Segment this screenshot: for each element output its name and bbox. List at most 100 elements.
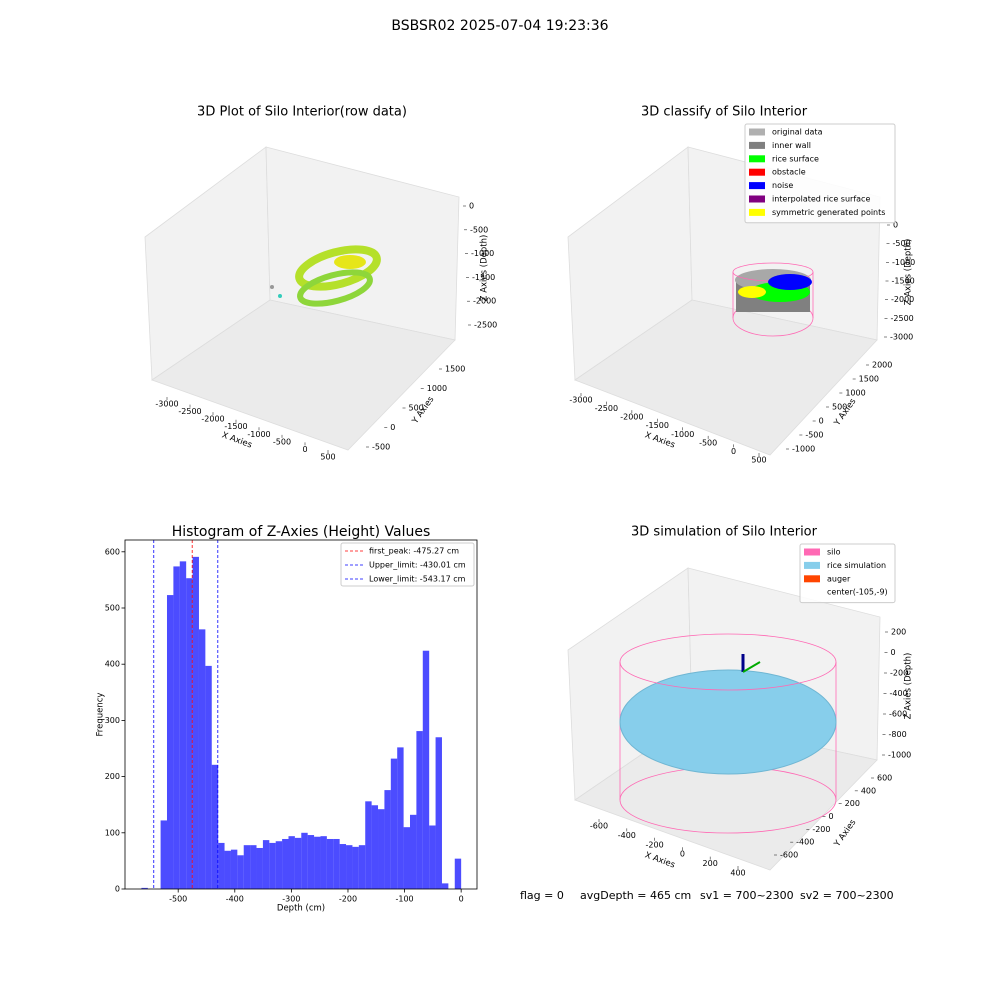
z-tick-label: -3000	[890, 333, 913, 342]
z-tick-label: -2500	[891, 314, 914, 323]
x-tick-label: -3000	[569, 396, 592, 405]
bar	[288, 836, 295, 889]
bar	[186, 578, 193, 889]
bar	[378, 809, 385, 889]
footer-avg-depth: avgDepth = 465 cm	[580, 889, 691, 902]
z-axis-label: Z Axies (Depth)	[904, 653, 914, 720]
x-tick-label: 500	[751, 456, 766, 465]
y-tick-label: 500	[832, 403, 847, 412]
x-tick-label: -200	[646, 840, 664, 849]
y-tick-label: 1000	[427, 384, 447, 393]
x-tick-label: -400	[226, 895, 244, 904]
bar	[230, 849, 238, 889]
legend-swatch	[749, 182, 765, 190]
x-tick-label: -200	[339, 895, 357, 904]
x-tick-label: -1500	[224, 422, 247, 431]
x-tick-label: -500	[699, 438, 717, 447]
y-tick-label: -500	[372, 443, 390, 452]
z-tick-label: -1500	[472, 273, 495, 282]
bar	[435, 737, 442, 889]
x-tick-label: -400	[618, 831, 636, 840]
footer-flag: flag = 0	[520, 889, 564, 902]
x-tick-label: 0	[302, 445, 307, 454]
bar	[205, 665, 212, 889]
x-tick-label: -1500	[646, 421, 669, 430]
y-tick-label: 200	[845, 799, 860, 808]
z-tick-label: 0	[891, 648, 896, 657]
bar	[301, 832, 308, 889]
legend-label: symmetric generated points	[772, 208, 885, 217]
chart-title: Histogram of Z-Axies (Height) Values	[172, 524, 431, 540]
x-tick-label: -3000	[155, 400, 178, 409]
legend-label: auger	[827, 574, 851, 583]
y-tick-label: 1500	[445, 365, 465, 374]
z-tick-label: -2500	[474, 321, 497, 330]
z-tick-label: -1000	[888, 751, 911, 760]
x-tick-label: -1000	[247, 430, 270, 439]
bar	[403, 827, 410, 889]
y-tick-label: 200	[105, 772, 120, 781]
bar	[390, 758, 398, 889]
bar	[211, 764, 219, 889]
z-tick-label: -2000	[473, 297, 496, 306]
bar	[422, 650, 430, 889]
y-axis-label: Y Axies	[832, 817, 859, 849]
y-axis-label: Frequency	[96, 693, 106, 737]
bar	[250, 845, 257, 889]
legend-label: noise	[772, 181, 793, 190]
legend-label: first_peak: -475.27 cm	[369, 547, 459, 556]
bar	[269, 842, 276, 889]
x-tick-label: -100	[395, 895, 413, 904]
y-tick-label: 0	[390, 423, 395, 432]
panes-1	[144, 146, 460, 451]
bar	[352, 846, 359, 889]
bar	[333, 838, 340, 889]
z-tick-label: 200	[891, 628, 906, 637]
bar	[358, 845, 366, 889]
bar	[314, 836, 321, 889]
y-tick-label: -1000	[792, 445, 815, 454]
x-tick-label: -2500	[595, 404, 618, 413]
legend-swatch	[749, 155, 765, 163]
z-tick-label: -400	[890, 689, 908, 698]
y-tick-label: -400	[796, 838, 814, 847]
bar	[141, 887, 148, 889]
point-cloud-1	[270, 245, 381, 307]
z-tick-label: -200	[890, 669, 908, 678]
y-tick-label: 100	[105, 828, 120, 837]
silo-simulation	[619, 633, 837, 834]
x-axis-label: X Axies	[643, 850, 676, 870]
bar	[416, 731, 423, 889]
bar	[320, 836, 327, 889]
x-tick-label: -500	[169, 895, 187, 904]
bar	[166, 595, 174, 889]
z-tick-label: -1000	[892, 258, 915, 267]
z-tick-label: -1000	[471, 249, 494, 258]
z-tick-label: -2000	[891, 295, 914, 304]
bar	[282, 838, 289, 889]
figure-title: BSBSR02 2025-07-04 19:23:36	[391, 18, 608, 34]
z-tick-label: -1500	[892, 277, 915, 286]
bar	[384, 790, 391, 889]
x-tick-label: -2500	[178, 407, 201, 416]
bar	[339, 844, 347, 889]
z-axis-label: Z Axies (Depth)	[904, 239, 914, 306]
z-axis-label: Z Axies (Depth)	[480, 235, 490, 302]
legend-box	[799, 543, 896, 604]
bar	[262, 840, 270, 889]
y-tick-label: 500	[409, 404, 424, 413]
bar	[256, 847, 263, 889]
x-tick-label: 0	[459, 895, 464, 904]
bar	[224, 850, 231, 889]
footer-sv1: sv1 = 700~2300	[700, 889, 794, 902]
y-tick-label: 0	[115, 885, 120, 894]
x-tick-label: 200	[703, 859, 718, 868]
y-tick-label: -200	[812, 825, 830, 834]
legend-label: interpolated rice surface	[772, 195, 870, 204]
bar	[397, 747, 404, 889]
y-axis-label: Y Axies	[832, 396, 859, 428]
bar	[294, 837, 302, 889]
legend-swatch	[749, 195, 765, 203]
legend-swatch	[804, 561, 820, 569]
bar	[429, 825, 436, 889]
